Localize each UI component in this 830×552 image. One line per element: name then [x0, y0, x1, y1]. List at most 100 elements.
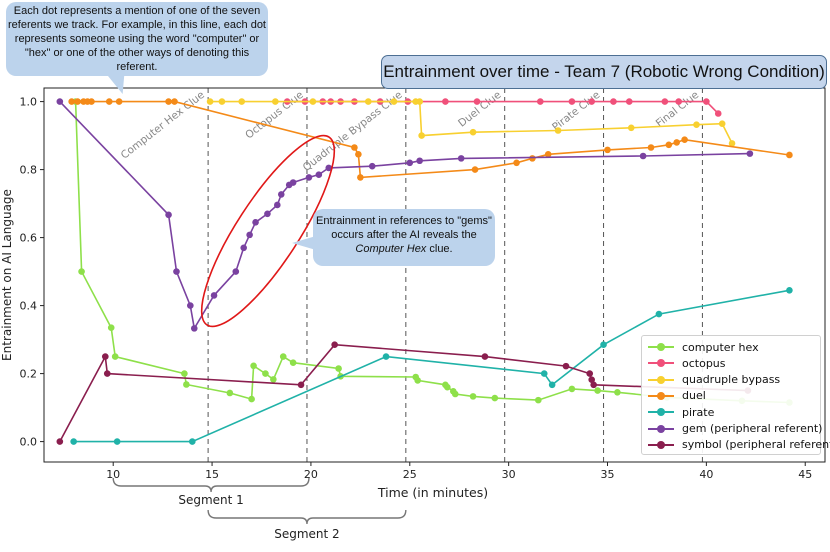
point-gem-peripheral-referent-23 [746, 150, 754, 157]
legend-swatch-octopus [648, 358, 674, 368]
point-octopus-17 [703, 98, 710, 105]
point-duel-7 [165, 98, 172, 105]
point-octopus-15 [661, 98, 669, 105]
point-duel-1 [74, 98, 81, 105]
point-gem-peripheral-referent-7 [240, 244, 247, 252]
point-octopus-16 [675, 98, 682, 105]
point-computer-hex-8 [250, 362, 257, 370]
point-computer-hex-10 [270, 376, 277, 383]
x-tick-label-10: 10 [106, 468, 120, 481]
point-gem-peripheral-referent-22 [639, 152, 647, 160]
legend-label-octopus: octopus [682, 356, 726, 370]
legend-item-octopus: octopus [648, 355, 726, 371]
point-duel-13 [513, 159, 520, 167]
legend-swatch-quadruple-bypass [648, 375, 674, 385]
x-tick-label-25: 25 [403, 468, 417, 481]
point-gem-peripheral-referent-2 [173, 268, 180, 275]
clue-label-duel-clue: Duel Clue [456, 89, 503, 130]
point-computer-hex-26 [614, 389, 621, 396]
point-computer-hex-5 [183, 381, 190, 388]
point-computer-hex-9 [262, 370, 269, 377]
point-quadruple-bypass-2 [238, 98, 246, 105]
point-quadruple-bypass-3 [272, 98, 279, 105]
point-pirate-5 [548, 381, 556, 389]
clue-label-octopus-clue: Octopus Clue [243, 89, 306, 142]
point-computer-hex-21 [469, 393, 477, 400]
gems-callout-text-1: Entrainment in references to "gems" occu… [316, 215, 492, 241]
point-computer-hex-25 [594, 387, 601, 394]
x-tick-label-30: 30 [502, 468, 516, 481]
gems-callout: Entrainment in references to "gems" occu… [313, 209, 495, 266]
point-symbol-peripheral-referent-2 [103, 370, 111, 377]
point-gem-peripheral-referent-16 [315, 171, 323, 178]
legend-label-quadruple-bypass: quadruple bypass [682, 373, 781, 387]
legend-item-quadruple-bypass: quadruple bypass [648, 372, 780, 388]
point-duel-10 [355, 151, 362, 158]
point-symbol-peripheral-referent-5 [481, 353, 489, 360]
point-gem-peripheral-referent-17 [325, 164, 333, 172]
legend-label-gem-peripheral-referent: gem (peripheral referent) [682, 422, 823, 435]
legend-swatch-symbol-peripheral-referent [648, 440, 674, 450]
point-quadruple-bypass-0 [206, 98, 214, 105]
point-duel-6 [115, 98, 123, 105]
point-quadruple-bypass-11 [554, 127, 562, 134]
point-gem-peripheral-referent-3 [187, 302, 194, 309]
legend: computer hex octopus quadruple bypass duel p… [641, 335, 830, 455]
point-duel-21 [786, 151, 793, 159]
point-pirate-2 [188, 438, 196, 445]
point-symbol-peripheral-referent-6 [562, 362, 570, 370]
point-duel-20 [681, 136, 688, 143]
legend-item-computer-hex: computer hex [648, 339, 759, 355]
chart-title: Entrainment over time - Team 7 (Robotic … [381, 55, 827, 89]
point-gem-peripheral-referent-9 [252, 219, 259, 226]
point-quadruple-bypass-8 [416, 98, 423, 105]
point-octopus-10 [536, 98, 544, 105]
point-computer-hex-7 [248, 395, 255, 403]
point-octopus-18 [714, 110, 722, 117]
point-symbol-peripheral-referent-3 [297, 381, 305, 389]
point-duel-18 [665, 141, 673, 149]
gems-callout-text-2: clue. [426, 243, 453, 255]
point-symbol-peripheral-referent-0 [56, 438, 64, 445]
x-tick-label-20: 20 [304, 468, 318, 481]
y-tick-label-0.6: 0.6 [20, 232, 38, 245]
point-gem-peripheral-referent-19 [406, 159, 414, 167]
legend-label-duel: duel [682, 389, 706, 403]
legend-item-gem-peripheral-referent: gem (peripheral referent) [648, 421, 822, 437]
point-computer-hex-20 [451, 390, 459, 398]
point-computer-hex-23 [535, 396, 542, 404]
point-computer-hex-6 [226, 389, 234, 397]
point-duel-19 [673, 139, 681, 146]
segment-1-bracket [112, 477, 310, 493]
x-tick-label-40: 40 [699, 468, 713, 481]
point-gem-peripheral-referent-14 [289, 179, 297, 186]
legend-item-duel: duel [648, 388, 706, 404]
point-octopus-9 [473, 98, 481, 105]
point-duel-14 [529, 155, 536, 162]
point-quadruple-bypass-6 [390, 98, 398, 105]
point-pirate-6 [600, 341, 607, 349]
point-gem-peripheral-referent-8 [246, 231, 253, 239]
point-gem-peripheral-referent-20 [416, 157, 423, 165]
point-gem-peripheral-referent-5 [210, 292, 218, 299]
legend-label-symbol-peripheral-referent: symbol (peripheral referent) [682, 438, 830, 452]
point-quadruple-bypass-5 [364, 98, 372, 105]
point-gem-peripheral-referent-4 [190, 325, 198, 332]
point-computer-hex-11 [279, 353, 287, 360]
x-axis-label: Time (in minutes) [377, 485, 488, 500]
point-octopus-11 [568, 98, 576, 105]
point-octopus-13 [610, 98, 617, 105]
legend-swatch-computer-hex [648, 342, 674, 352]
point-gem-peripheral-referent-1 [165, 211, 172, 219]
point-computer-hex-24 [568, 385, 576, 393]
point-computer-hex-1 [78, 268, 85, 275]
point-pirate-8 [786, 287, 793, 294]
point-quadruple-bypass-14 [718, 120, 726, 127]
point-pirate-3 [382, 353, 390, 360]
point-duel-11 [357, 174, 364, 181]
point-duel-12 [471, 166, 479, 173]
point-symbol-peripheral-referent-9 [590, 381, 597, 389]
point-octopus-14 [625, 98, 633, 105]
point-computer-hex-2 [107, 324, 115, 332]
point-pirate-4 [540, 370, 548, 377]
